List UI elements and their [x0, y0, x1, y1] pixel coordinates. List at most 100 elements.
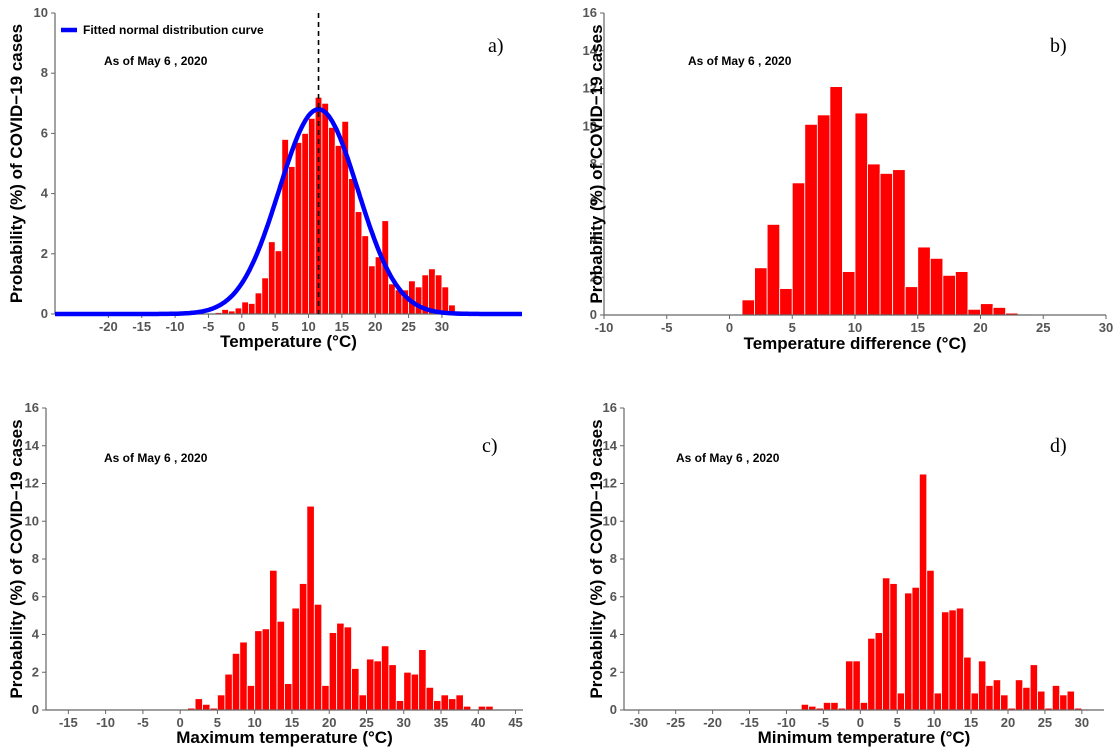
y-tick-label: 4	[590, 232, 598, 247]
histogram-bar	[904, 286, 919, 316]
y-tick-label: 2	[590, 269, 597, 284]
histogram-bar	[380, 645, 390, 711]
histogram-bar	[1059, 694, 1068, 711]
histogram-bar	[754, 267, 768, 316]
chart-c-svg: -15 -10 -5 0 5 10 15 20 25 30 35 40 45 0 2 4 6 8 10 12 14 16 M…	[7, 400, 523, 747]
histogram-bar	[948, 609, 957, 711]
histogram-bar	[926, 569, 935, 711]
x-axis-label: Temperature difference (°C)	[744, 334, 967, 353]
histogram-bar	[410, 673, 420, 711]
histogram-bar	[741, 299, 756, 316]
x-tick-label: -5	[203, 319, 215, 334]
x-tick-label: -5	[137, 715, 149, 730]
y-tick-label: 12	[583, 81, 597, 96]
y-tick-label: 16	[25, 400, 39, 415]
x-tick-label: -25	[666, 715, 685, 730]
histogram-bar	[978, 660, 987, 711]
histogram-bar	[766, 223, 781, 316]
y-tick-label: 10	[583, 118, 597, 133]
x-tick-label: -10	[166, 319, 185, 334]
x-tick-label: -10	[777, 715, 796, 730]
histogram-bar	[440, 694, 449, 711]
y-tick-label: 10	[603, 513, 617, 528]
date-annotation: As of May 6 , 2020	[104, 451, 208, 465]
x-tick-label: -15	[132, 319, 151, 334]
x-tick-label: 10	[848, 320, 862, 335]
histogram-bar	[970, 692, 979, 711]
histogram-bar	[791, 182, 806, 316]
histogram-bar	[321, 685, 330, 711]
histogram-bar	[918, 473, 928, 711]
histogram-bar	[892, 169, 906, 316]
histogram-bar	[321, 102, 329, 315]
histogram-bar	[822, 702, 832, 711]
chart-panel-c: -15 -10 -5 0 5 10 15 20 25 30 35 40 45 0 2 4 6 8 10 12 14 16 M…	[0, 392, 560, 751]
histogram-bar	[992, 307, 1006, 316]
x-axis-label: Temperature (°C)	[220, 332, 357, 351]
histogram-bar	[955, 607, 965, 711]
histogram-bar	[941, 611, 950, 711]
histogram-bar	[896, 692, 906, 711]
histogram-bar	[800, 703, 810, 711]
x-tick-label: 30	[435, 319, 449, 334]
y-tick-label: 10	[25, 513, 39, 528]
y-tick-label: 2	[41, 246, 48, 261]
x-tick-label: 25	[1036, 320, 1050, 335]
y-tick-label: 8	[41, 65, 48, 80]
histogram-bar	[328, 632, 338, 711]
x-tick-label: -5	[818, 715, 830, 730]
histogram-bar	[985, 685, 994, 711]
histogram-bar	[414, 286, 423, 315]
x-tick-label: 0	[726, 320, 733, 335]
histogram-bar	[418, 649, 427, 711]
x-tick-label: 5	[789, 320, 796, 335]
y-axis-label: Probability (%) of COVID−19 cases	[7, 419, 26, 698]
x-tick-label: 20	[1001, 715, 1015, 730]
histogram-bar	[911, 586, 920, 711]
x-tick-label: 20	[973, 320, 987, 335]
histogram-bar	[804, 123, 818, 316]
histogram-bar	[368, 265, 376, 315]
histogram-bar	[867, 637, 876, 711]
y-tick-label: 6	[41, 125, 48, 140]
histogram-bar	[842, 271, 856, 316]
histogram-bar	[433, 700, 442, 711]
histogram-bar	[294, 142, 303, 315]
histogram-bar	[299, 583, 308, 711]
histogram-bar	[882, 577, 891, 711]
histogram-bar	[904, 592, 913, 711]
histogram-bar	[980, 303, 994, 316]
panel-label: c)	[482, 435, 498, 457]
y-tick-label: 4	[41, 186, 49, 201]
histogram-bar	[313, 603, 323, 711]
panel-label: b)	[1050, 35, 1067, 57]
histogram-bar	[254, 292, 263, 315]
y-tick-label: 2	[610, 664, 617, 679]
x-tick-label: 35	[434, 715, 448, 730]
y-tick-label: 8	[590, 156, 597, 171]
histogram-bar	[403, 671, 412, 711]
histogram-bar	[874, 632, 883, 711]
histogram-bar	[879, 173, 894, 316]
histogram-bar	[268, 241, 276, 315]
histogram-bar	[854, 112, 868, 316]
chart-panel-a: -20 -15 -10 -5 0 5 10 15 20 25 30 0 2 4 6 8 10 Temperatur…	[0, 0, 560, 362]
histogram-bar	[269, 569, 278, 711]
histogram-bar	[967, 308, 981, 316]
x-tick-label: 0	[857, 715, 864, 730]
histogram-bar	[288, 166, 296, 315]
x-tick-label: 15	[335, 319, 349, 334]
x-tick-label: 5	[214, 715, 221, 730]
x-tick-label: -20	[99, 319, 118, 334]
histogram-bar	[261, 277, 269, 315]
date-annotation: As of May 6 , 2020	[688, 54, 792, 68]
histogram-bar	[274, 250, 283, 315]
histogram-bar	[248, 303, 256, 315]
x-tick-label: 40	[471, 715, 485, 730]
x-tick-label: 20	[368, 319, 382, 334]
y-tick-label: 8	[610, 551, 617, 566]
y-tick-label: 4	[610, 627, 618, 642]
histogram-bar	[221, 309, 229, 315]
x-axis-label: Minimum temperature (°C)	[758, 728, 971, 747]
histogram-bar	[284, 683, 293, 711]
